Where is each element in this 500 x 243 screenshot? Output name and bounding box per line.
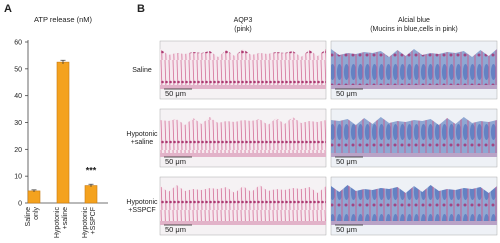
y-tick-label: 20: [14, 147, 22, 154]
tissue: [331, 185, 497, 221]
y-tick-label: 30: [14, 120, 22, 127]
row-label: Hypotonic +SSPCF: [126, 199, 158, 214]
micrograph-grid: AQP3 (pink) Alcial blue (Mucins in blue,cel…: [126, 17, 498, 236]
y-tick-label: 50: [14, 66, 22, 73]
tissue: [160, 185, 326, 221]
bar: [84, 185, 98, 204]
y-tick-label: 0: [18, 201, 22, 208]
panel-label: A: [4, 3, 12, 15]
tissue: [160, 117, 326, 153]
x-tick-label: Hypotonic+saline: [54, 207, 69, 239]
tissue: [331, 49, 497, 85]
scale-bar-label: 50 μm: [336, 89, 357, 98]
annotation: ***: [86, 166, 97, 176]
basement: [160, 153, 326, 157]
column-title: Alcial blue: [398, 17, 430, 24]
bar: [27, 190, 41, 204]
row-label: Saline: [132, 67, 152, 74]
basement: [331, 153, 497, 157]
x-tick-label: Hypotonic+SSPCF: [82, 207, 97, 239]
scale-bar-label: 50 μm: [336, 225, 357, 234]
basement: [160, 85, 326, 89]
basement: [160, 221, 326, 225]
scale-bar-label: 50 μm: [165, 157, 186, 166]
row-label: Hypotonic +saline: [126, 131, 158, 146]
scale-bar-label: 50 μm: [165, 225, 186, 234]
bar: [56, 61, 70, 204]
tissue: [160, 49, 326, 85]
chart-title: ATP release (nM): [34, 15, 93, 24]
bar-chart: 0 10 20 30 40 50 60 Salineonly Hypotonic+saline H…: [14, 40, 98, 239]
column-title: AQP3: [234, 17, 253, 24]
y-tick-label: 10: [14, 174, 22, 181]
basement: [331, 85, 497, 89]
scale-bar-label: 50 μm: [165, 89, 186, 98]
x-tick-label: Salineonly: [25, 207, 40, 227]
basement: [331, 221, 497, 225]
scale-bar-label: 50 μm: [336, 157, 357, 166]
panel-label: B: [137, 3, 145, 15]
y-tick-label: 60: [14, 40, 22, 47]
y-tick-label: 40: [14, 93, 22, 100]
tissue: [331, 117, 497, 153]
column-subtitle: (pink): [234, 26, 252, 33]
column-subtitle: (Mucins in blue,cells in pink): [370, 26, 458, 33]
